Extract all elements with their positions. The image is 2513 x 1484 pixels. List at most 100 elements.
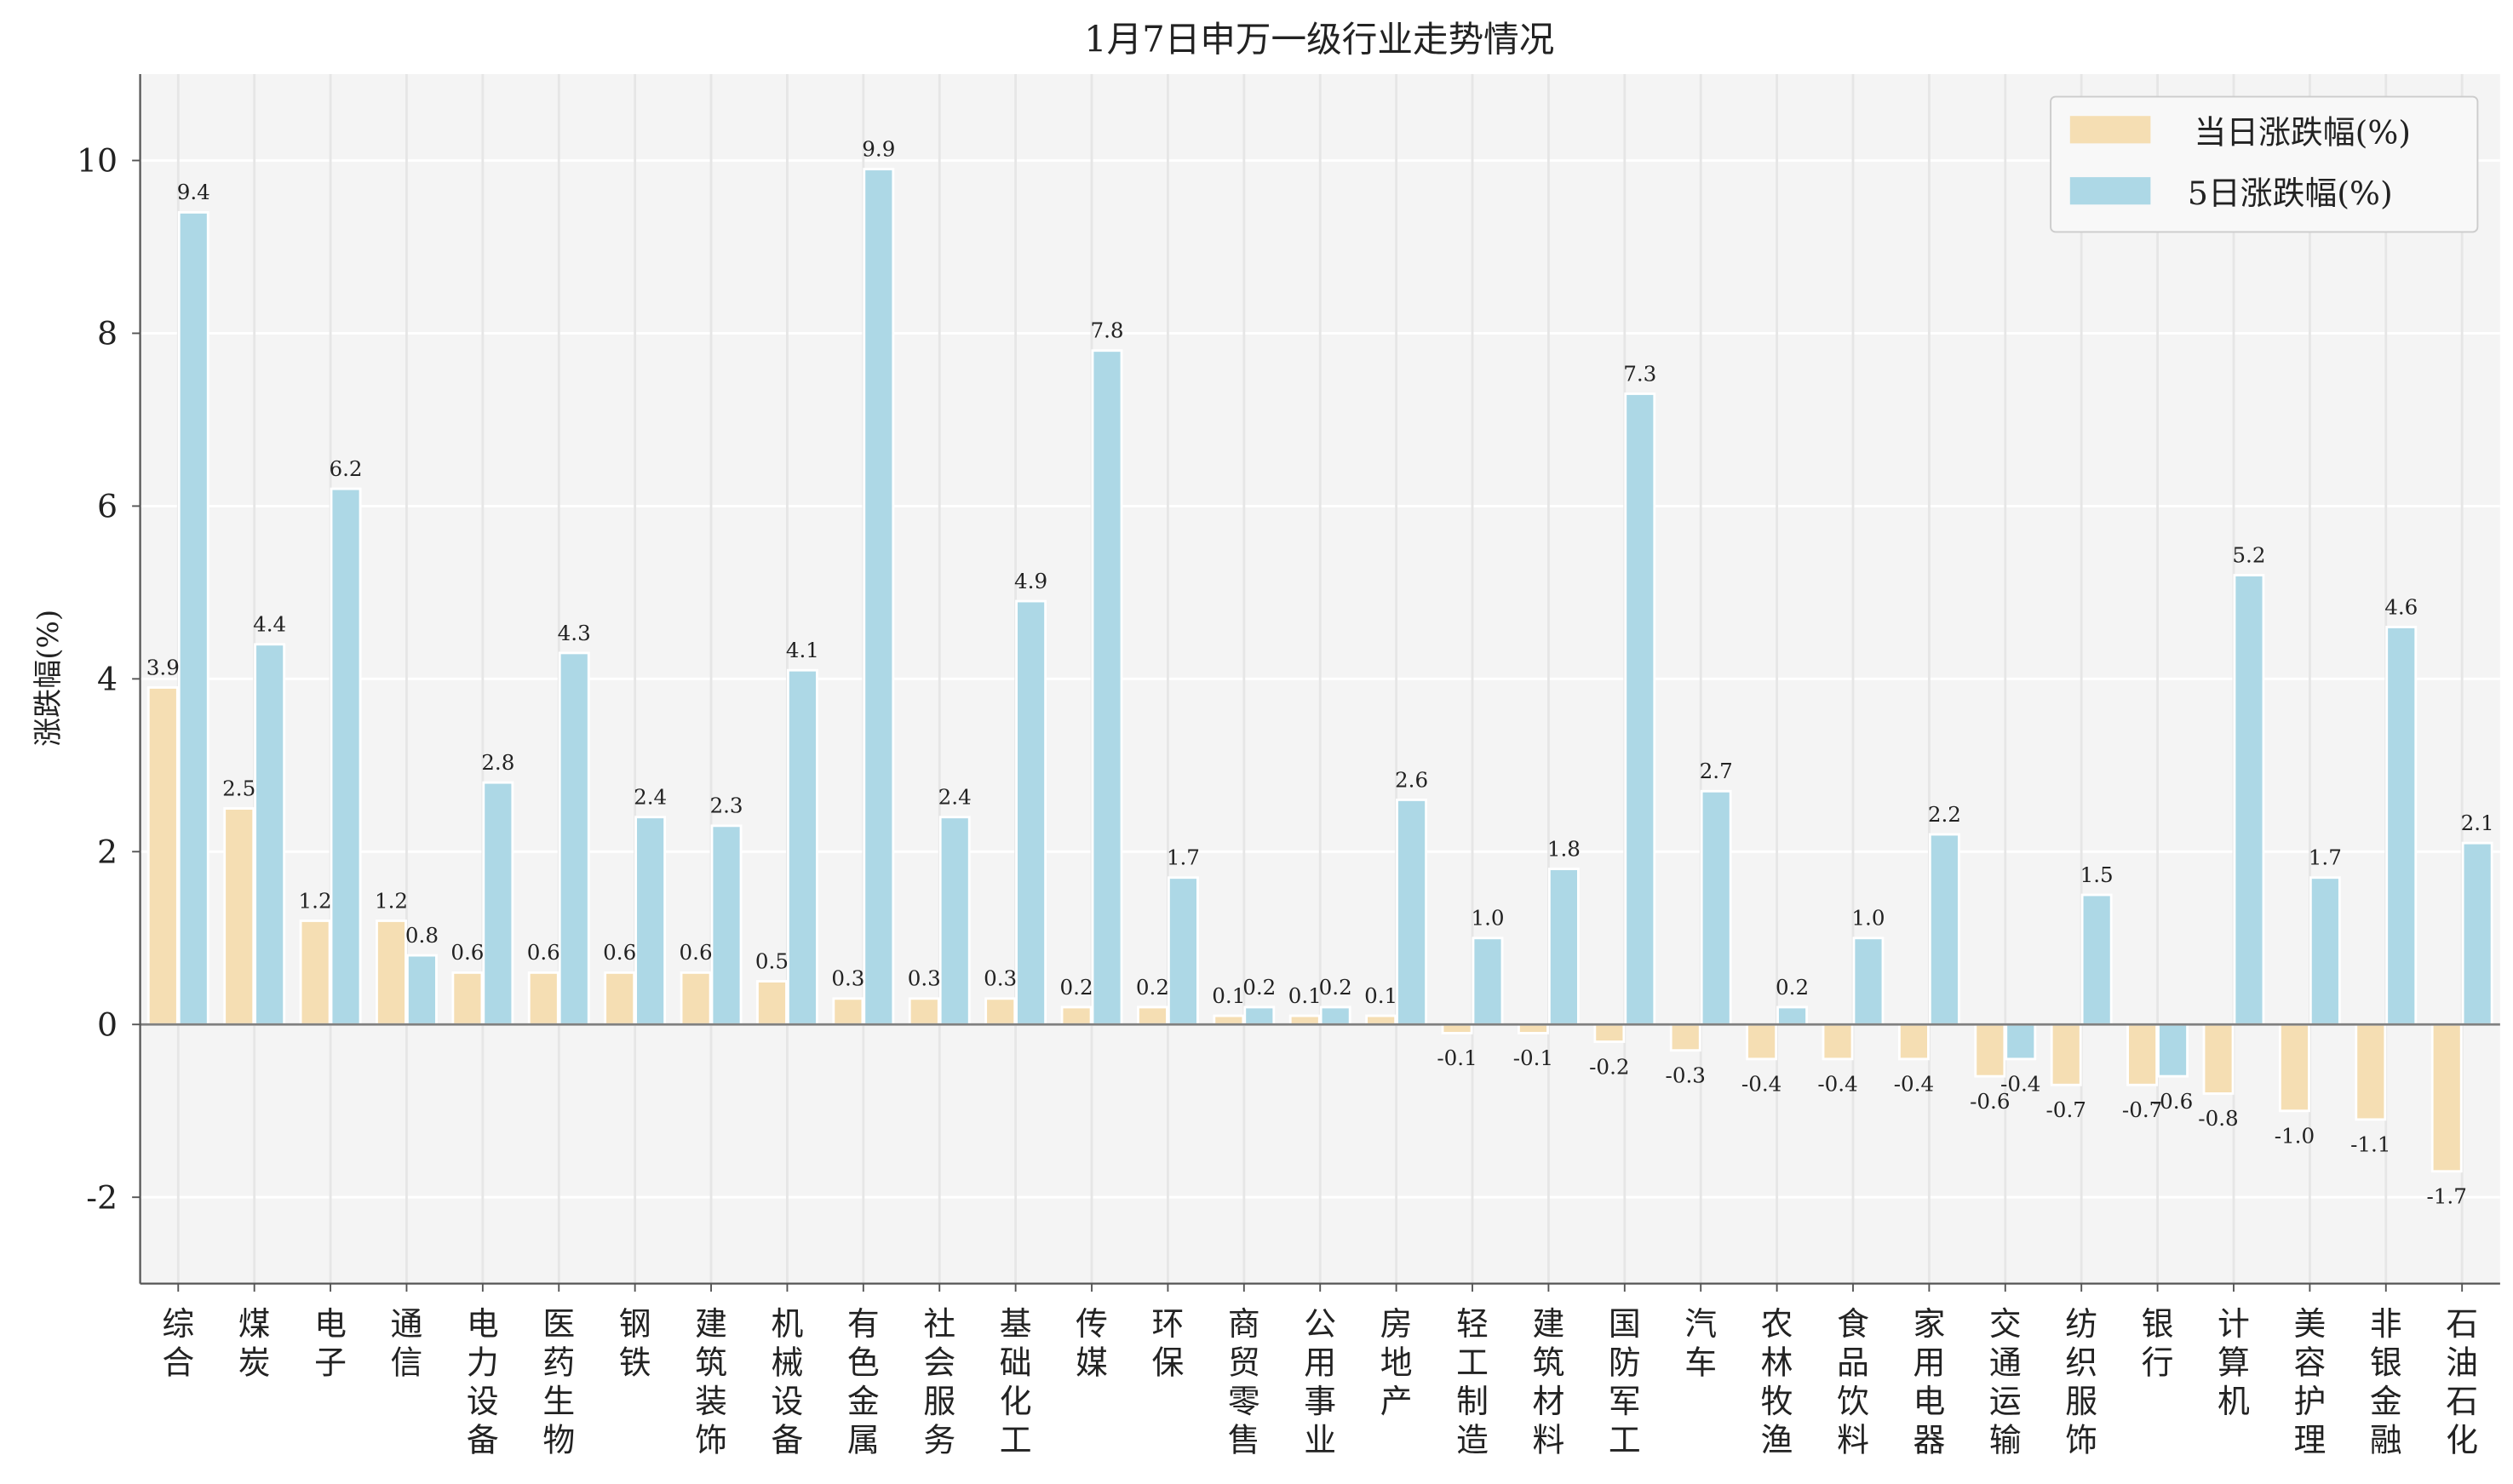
bar-5day — [2080, 893, 2113, 1026]
x-tick-label-char: 制 — [1456, 1383, 1489, 1420]
x-tick-label-char: 属 — [847, 1421, 880, 1458]
x-tick-label-char: 备 — [772, 1421, 804, 1458]
data-label: 2.5 — [222, 776, 255, 800]
data-label: -0.6 — [2153, 1089, 2193, 1114]
data-label: 0.1 — [1212, 983, 1245, 1008]
x-tick-label-char: 计 — [2218, 1305, 2250, 1343]
x-tick-label-char: 煤 — [238, 1305, 271, 1343]
data-label: 7.3 — [1623, 361, 1656, 386]
x-tick-label-char: 机 — [2218, 1383, 2250, 1420]
x-tick-label-char: 通 — [391, 1305, 423, 1343]
data-label: -0.8 — [2198, 1106, 2238, 1131]
bar-5day — [405, 954, 438, 1026]
x-tick-label-char: 色 — [847, 1344, 880, 1382]
data-label: 1.7 — [2309, 845, 2342, 870]
x-tick-label-char: 饰 — [2065, 1421, 2097, 1458]
bar-5day — [1852, 937, 1885, 1026]
data-label: 1.2 — [299, 888, 332, 913]
bar-5day — [482, 781, 514, 1026]
x-tick-label-char: 油 — [2446, 1344, 2478, 1382]
x-tick-label-char: 银 — [2370, 1344, 2402, 1382]
x-tick-label-char: 化 — [1000, 1383, 1032, 1420]
x-tick-label-char: 械 — [772, 1344, 804, 1382]
bar-5day — [1319, 1006, 1351, 1026]
bar-5day — [1700, 789, 1732, 1026]
x-tick-label-char: 力 — [467, 1344, 499, 1382]
x-tick-label-char: 建 — [1532, 1305, 1564, 1343]
x-tick-label-char: 运 — [1989, 1383, 2022, 1420]
x-tick-label-char: 银 — [2142, 1305, 2174, 1343]
x-tick-label-char: 商 — [1228, 1305, 1260, 1343]
bar-daily — [1213, 1014, 1245, 1026]
bar-daily — [1593, 1023, 1626, 1043]
x-tick-label-char: 产 — [1380, 1383, 1413, 1420]
bar-5day — [786, 668, 818, 1026]
bar-daily — [1137, 1006, 1168, 1026]
x-tick-label-char: 饮 — [1837, 1383, 1869, 1420]
legend-label-5day: 5日涨跌幅(%) — [2188, 175, 2393, 212]
x-tick-label-char: 器 — [1913, 1421, 1945, 1458]
bar-daily — [756, 980, 788, 1026]
data-label: -0.1 — [1513, 1046, 1553, 1070]
x-tick-label-char: 基 — [1000, 1305, 1032, 1343]
bar-5day — [634, 816, 667, 1026]
data-label: 0.3 — [908, 966, 941, 991]
x-tick-label-char: 家 — [1913, 1305, 1945, 1343]
data-label: 9.9 — [862, 137, 895, 162]
x-tick-label-char: 金 — [2370, 1383, 2402, 1420]
data-label: -0.4 — [1894, 1072, 1934, 1097]
bar-5day — [2157, 1023, 2189, 1078]
data-label: 4.1 — [786, 638, 819, 662]
bar-5day — [2309, 876, 2341, 1026]
x-tick-label-char: 信 — [391, 1344, 423, 1382]
x-tick-label-char: 房 — [1380, 1305, 1413, 1343]
bar-daily — [680, 971, 712, 1026]
bar-5day — [1547, 868, 1580, 1026]
x-tick-label-char: 售 — [1228, 1421, 1260, 1458]
x-tick-label-char: 装 — [695, 1383, 727, 1420]
y-tick-label: 0 — [97, 1006, 118, 1043]
x-tick-label-char: 汽 — [1684, 1305, 1717, 1343]
data-label: 0.3 — [831, 966, 864, 991]
bar-daily — [2126, 1023, 2159, 1086]
x-tick-label-char: 设 — [467, 1383, 499, 1420]
legend-swatch-5day — [2069, 177, 2151, 205]
data-label: 2.4 — [938, 785, 972, 810]
x-tick-label-char: 子 — [314, 1344, 347, 1382]
x-tick-label-char: 社 — [923, 1305, 955, 1343]
x-tick-label-char: 备 — [467, 1421, 499, 1458]
data-label: 1.2 — [375, 888, 408, 913]
x-tick-label-char: 交 — [1989, 1305, 2022, 1343]
y-tick-label: -2 — [86, 1178, 118, 1216]
y-tick-label: 10 — [77, 142, 118, 180]
data-label: 1.8 — [1547, 836, 1581, 861]
data-label: -0.1 — [1437, 1046, 1477, 1070]
data-label: 0.3 — [984, 966, 1017, 991]
x-tick-label-char: 炭 — [238, 1344, 271, 1382]
x-tick-label-char: 电 — [1913, 1383, 1945, 1420]
data-label: 1.0 — [1471, 906, 1504, 931]
x-tick-label-char: 材 — [1532, 1383, 1564, 1420]
x-tick-label-char: 非 — [2370, 1305, 2402, 1343]
legend: 当日涨跌幅(%) 5日涨跌幅(%) — [2050, 95, 2479, 233]
bar-5day — [863, 168, 895, 1026]
data-label: 0.1 — [1364, 983, 1397, 1008]
bar-daily — [451, 971, 484, 1026]
bar-daily — [146, 686, 179, 1026]
bar-5day — [1396, 798, 1428, 1026]
data-label: 7.8 — [1090, 318, 1123, 343]
bar-daily — [376, 920, 407, 1026]
data-label: 0.2 — [1136, 975, 1169, 1000]
bar-5day — [558, 651, 590, 1026]
bar-daily — [1669, 1023, 1701, 1052]
x-tick-label-char: 机 — [772, 1305, 804, 1343]
bar-daily — [1822, 1023, 1854, 1061]
bar-5day — [177, 210, 209, 1026]
data-label: 4.4 — [253, 612, 286, 637]
data-label: -0.3 — [1666, 1063, 1706, 1088]
x-tick-label-char: 合 — [162, 1344, 194, 1382]
x-tick-label-char: 础 — [1000, 1344, 1032, 1382]
x-tick-label-char: 铁 — [619, 1344, 651, 1382]
bar-5day — [1091, 349, 1123, 1026]
